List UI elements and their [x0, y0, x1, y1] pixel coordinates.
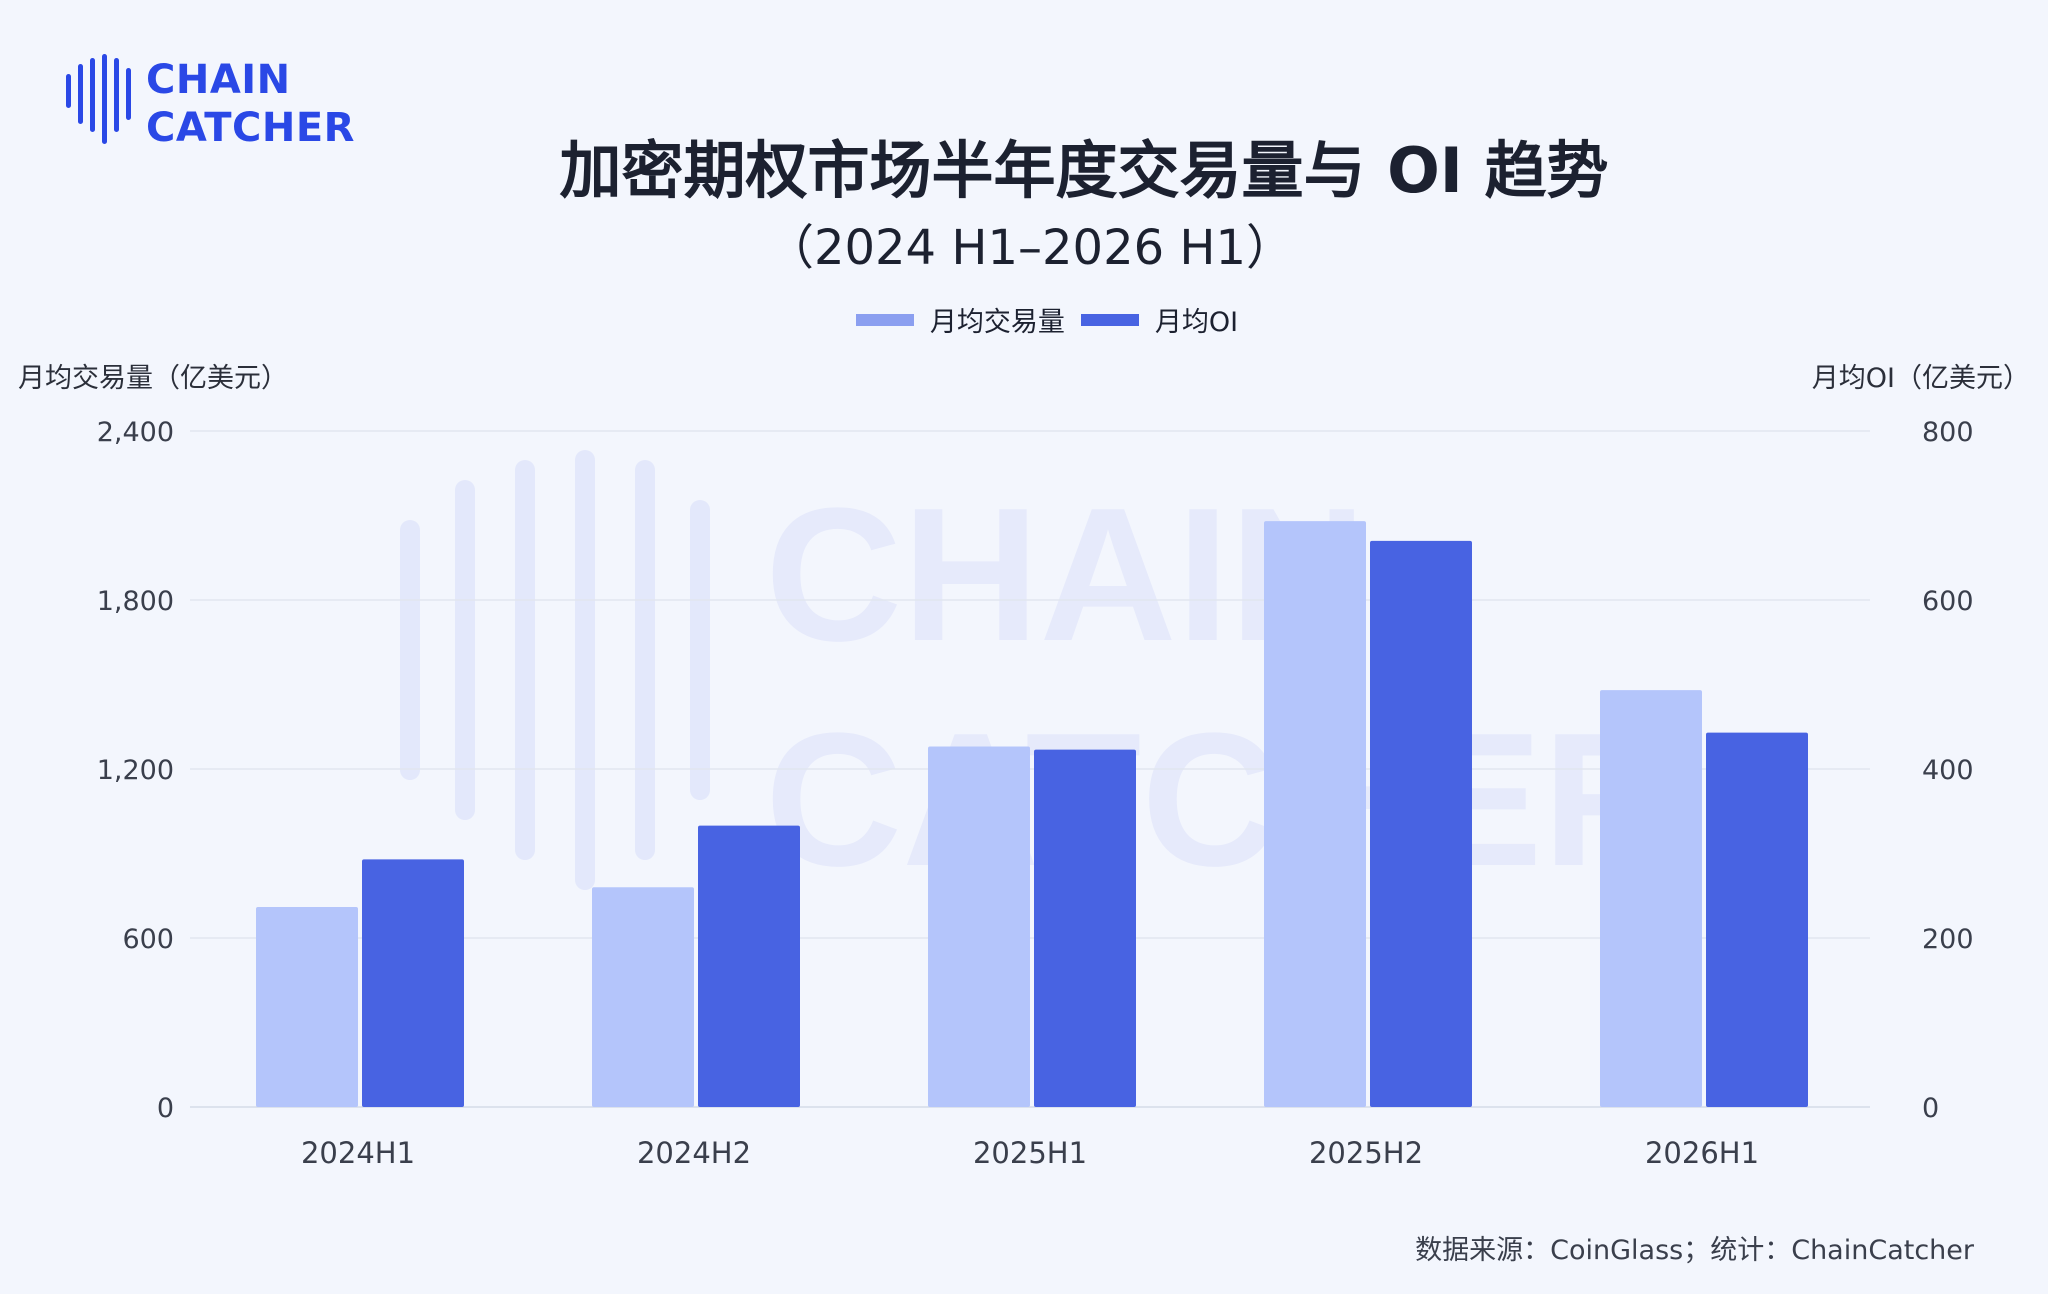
x-tick: 2026H1: [1645, 1136, 1759, 1170]
y-tick-right: 0: [1922, 1093, 1939, 1124]
y-axis-right-title: 月均OI（亿美元）: [1811, 363, 2030, 394]
chaincatcher-logo: [66, 54, 131, 144]
bar-oi-2025H2: [1370, 540, 1472, 1107]
y-tick-left: 600: [122, 924, 174, 955]
x-tick: 2025H1: [973, 1136, 1087, 1170]
source-note: 数据来源：CoinGlass；统计：ChainCatcher: [1415, 1235, 1974, 1266]
legend-item-volume: 月均交易量: [855, 300, 1065, 339]
gridlines: [190, 430, 1870, 1108]
chart-title: 加密期权市场半年度交易量与 OI 趋势: [559, 134, 1609, 207]
brand-line1: CHAIN: [146, 57, 291, 103]
y-tick-right: 600: [1922, 586, 1974, 617]
y-tick-right: 400: [1922, 755, 1974, 786]
tick-labels: 0 0 600 200 1,200 400 1,800 600 2,400 800 2024H1 20…: [97, 417, 1974, 1170]
y-axis-left-title: 月均交易量（亿美元）: [18, 363, 288, 394]
watermark-bar-0: [400, 520, 420, 780]
bar-volume-2025H2: [1264, 521, 1366, 1107]
bar-oi-2026H1: [1706, 732, 1808, 1107]
bar-oi-2025H1: [1034, 749, 1136, 1107]
legend-swatch-oi: [1080, 313, 1139, 326]
bar-volume-2024H2: [592, 887, 694, 1107]
y-tick-left: 1,800: [97, 586, 174, 617]
bar-oi-2024H1: [362, 859, 464, 1107]
y-tick-right: 800: [1922, 417, 1974, 448]
watermark-bar-5: [690, 500, 710, 800]
chart-subtitle: （2024 H1–2026 H1）: [765, 220, 1295, 276]
legend: 月均交易量 月均OI: [0, 300, 2048, 339]
bar-volume-2026H1: [1600, 690, 1702, 1107]
x-tick: 2025H2: [1309, 1136, 1423, 1170]
bar-volume-2024H1: [256, 907, 358, 1107]
legend-item-oi: 月均OI: [1080, 300, 1239, 339]
y-tick-left: 2,400: [97, 417, 174, 448]
bar-volume-2025H1: [928, 746, 1030, 1107]
legend-label-volume: 月均交易量: [929, 307, 1065, 338]
watermark-bar-3: [575, 450, 595, 890]
watermark-bar-2: [515, 460, 535, 860]
bars: [256, 521, 1808, 1107]
y-tick-left: 0: [157, 1093, 174, 1124]
watermark-bar-4: [635, 460, 655, 860]
brand-line2: CATCHER: [146, 105, 355, 151]
legend-swatch-volume: [855, 313, 914, 326]
watermark-bar-1: [455, 480, 475, 820]
legend-label-oi: 月均OI: [1154, 307, 1239, 338]
y-tick-right: 200: [1922, 924, 1974, 955]
bar-oi-2024H2: [698, 825, 800, 1107]
x-tick: 2024H2: [637, 1136, 751, 1170]
y-tick-left: 1,200: [97, 755, 174, 786]
x-tick: 2024H1: [301, 1136, 415, 1170]
brand-wordmark: CHAIN CATCHER: [146, 56, 355, 152]
watermark-text-1: CATCHER: [765, 694, 1680, 906]
